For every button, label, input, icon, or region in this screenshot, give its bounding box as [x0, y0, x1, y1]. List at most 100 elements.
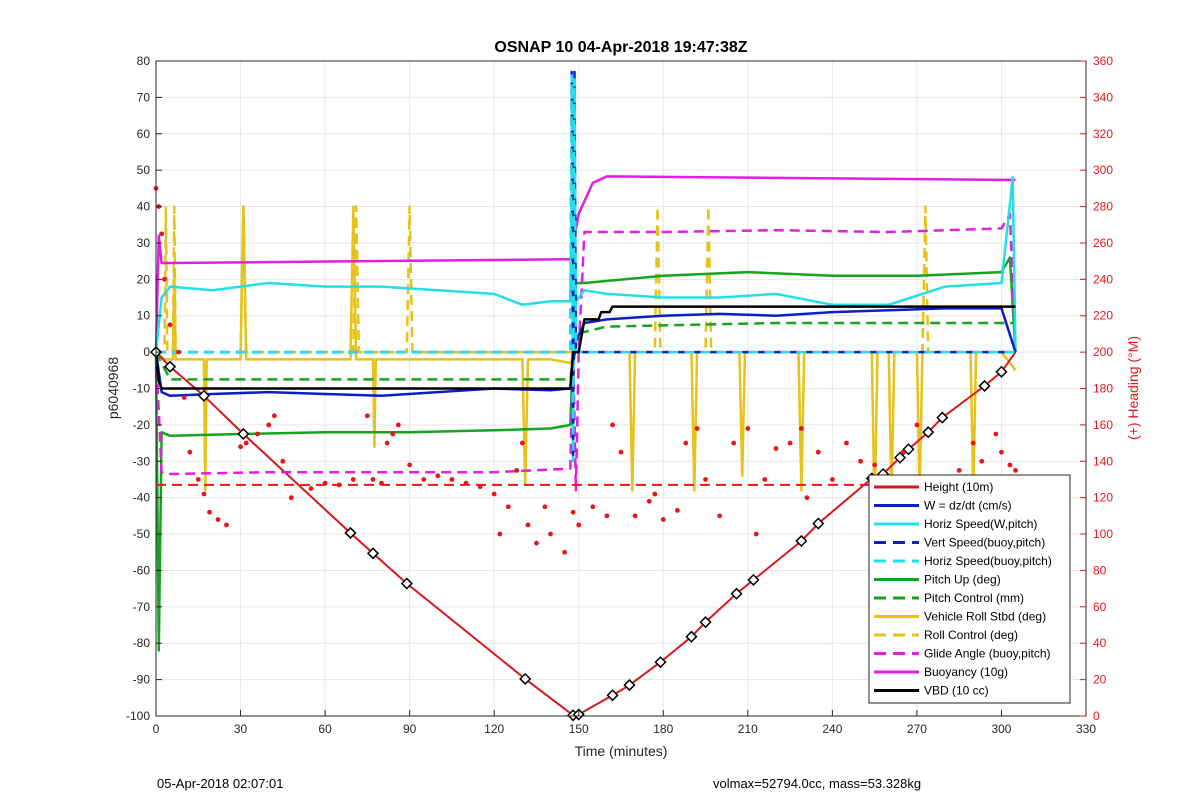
heading-point	[159, 231, 165, 237]
height-marker	[400, 577, 413, 590]
y2-tick-label: 360	[1093, 54, 1113, 68]
y2-tick-label: 180	[1093, 382, 1113, 396]
heading-point	[1013, 467, 1018, 473]
heading-point	[162, 276, 167, 282]
legend-label: Buoyancy (10g)	[924, 665, 1008, 679]
height-marker	[995, 365, 1008, 378]
y2-tick-label: 120	[1093, 491, 1113, 505]
legend-label: Pitch Up (deg)	[924, 573, 1001, 587]
y-tick-label: -40	[133, 491, 151, 505]
heading-point	[280, 458, 286, 464]
heading-point	[322, 480, 328, 486]
heading-point	[1007, 462, 1013, 468]
heading-point	[336, 482, 342, 488]
heading-point	[407, 462, 413, 468]
heading-point	[576, 522, 582, 528]
y-tick-label: -100	[126, 709, 150, 723]
heading-point	[514, 467, 520, 473]
height-marker	[730, 587, 743, 600]
heading-point	[604, 513, 610, 519]
heading-point	[195, 477, 201, 482]
y-tick-label: 30	[137, 236, 151, 250]
heading-point	[590, 504, 596, 510]
legend-label: VBD (10 cc)	[924, 684, 989, 698]
y2-tick-label: 80	[1093, 563, 1107, 577]
heading-point	[215, 517, 221, 522]
heading-points	[153, 185, 1018, 555]
y2-axis-label: (+) Heading (°M)	[1125, 336, 1141, 440]
height-marker	[654, 656, 667, 669]
x-tick-label: 60	[318, 722, 332, 736]
heading-point	[652, 491, 658, 497]
height-marker	[606, 689, 619, 702]
heading-point	[731, 440, 737, 446]
legend-label: W = dz/dt (cm/s)	[924, 499, 1012, 513]
heading-point	[914, 422, 920, 428]
y2-tick-label: 0	[1093, 709, 1100, 723]
series-layer	[154, 70, 1017, 717]
heading-point	[243, 440, 249, 446]
y2-tick-label: 200	[1093, 345, 1113, 359]
heading-point	[370, 477, 376, 482]
heading-point	[900, 449, 906, 455]
series-line	[155, 351, 1017, 717]
y2-tick-label: 100	[1093, 527, 1113, 541]
y2-tick-label: 140	[1093, 454, 1113, 468]
heading-point	[519, 440, 525, 446]
y-tick-label: -70	[133, 600, 151, 614]
legend-label: Vehicle Roll Stbd (deg)	[924, 610, 1046, 624]
heading-point	[694, 426, 700, 431]
height-marker	[519, 672, 532, 685]
x-tick-label: 150	[569, 722, 589, 736]
heading-point	[753, 531, 759, 537]
series-line	[154, 321, 1016, 381]
legend-label: Height (10m)	[924, 480, 993, 494]
y2-tick-label: 260	[1093, 236, 1113, 250]
heading-point	[999, 449, 1004, 455]
heading-point	[477, 484, 483, 490]
x-tick-label: 300	[991, 722, 1011, 736]
y-tick-label: -10	[133, 382, 151, 396]
y-tick-label: -90	[133, 673, 151, 687]
heading-point	[379, 480, 384, 486]
heading-point	[224, 522, 229, 528]
y-tick-label: -80	[133, 636, 151, 650]
heading-point	[384, 440, 390, 446]
height-marker	[685, 630, 698, 643]
x-tick-label: 180	[653, 722, 673, 736]
heading-point	[979, 458, 985, 464]
heading-point	[238, 444, 243, 450]
height-marker	[366, 547, 380, 560]
height-marker	[197, 389, 210, 402]
x-tick-label: 270	[907, 722, 927, 736]
y-tick-label: 70	[137, 90, 151, 104]
y-axis-label: p6040968	[105, 357, 121, 420]
chart-title: OSNAP 10 04-Apr-2018 19:47:38Z	[494, 39, 747, 56]
height-marker	[747, 573, 760, 586]
heading-point	[993, 431, 999, 437]
y2-tick-label: 280	[1093, 200, 1113, 214]
x-tick-label: 0	[153, 722, 160, 736]
legend-label: Horiz Speed(W,pitch)	[924, 517, 1037, 531]
x-tick-label: 30	[234, 722, 248, 736]
heading-point	[956, 467, 962, 473]
heading-point	[610, 422, 615, 428]
heading-point	[618, 449, 624, 455]
y2-tick-label: 240	[1093, 272, 1113, 286]
y2-tick-label: 20	[1093, 673, 1107, 687]
height-marker	[795, 534, 808, 548]
heading-point	[525, 522, 531, 528]
heading-point	[308, 486, 314, 491]
heading-point	[463, 480, 469, 486]
series-line	[154, 305, 1016, 390]
height-marker	[902, 443, 915, 456]
y-tick-label: -50	[133, 527, 151, 541]
heading-point	[271, 413, 277, 419]
heading-point	[798, 426, 804, 431]
heading-point	[674, 508, 680, 513]
y-tick-label: 60	[137, 127, 151, 141]
y2-tick-label: 320	[1093, 127, 1113, 141]
series-line	[154, 256, 1017, 652]
